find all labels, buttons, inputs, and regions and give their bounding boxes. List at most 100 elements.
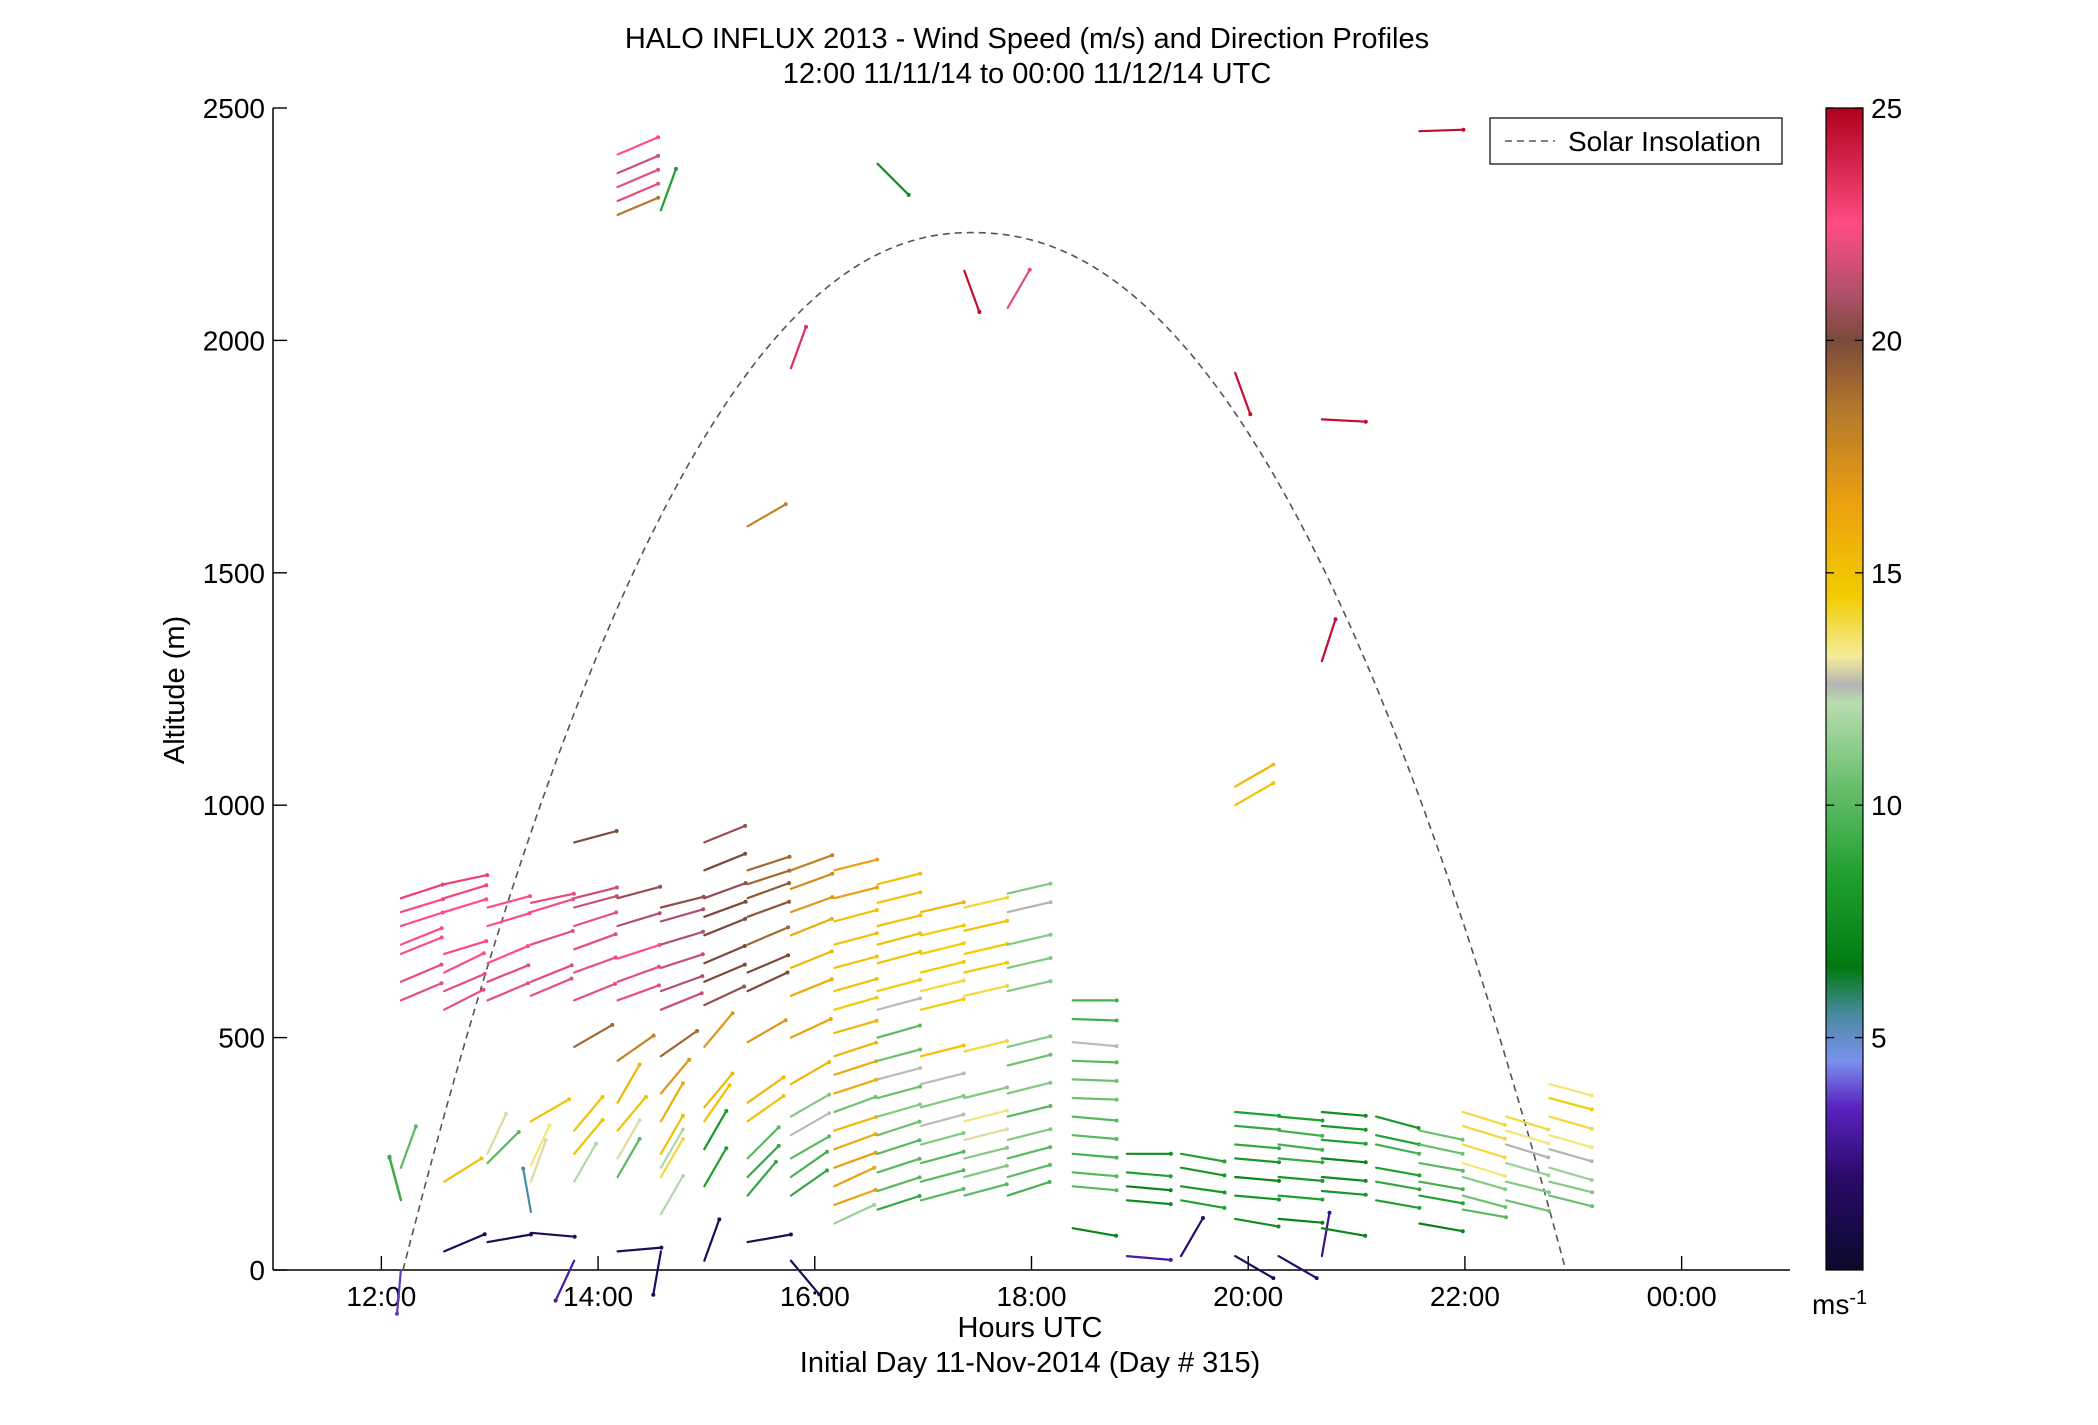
wind-barb <box>1277 1194 1324 1201</box>
wind-barb-tip <box>1222 1190 1227 1195</box>
wind-barb-tip <box>1048 1104 1053 1108</box>
wind-barb <box>573 894 618 909</box>
wind-barb-tip <box>875 885 879 890</box>
wind-barb <box>746 503 787 528</box>
wind-barb-tip <box>1320 1118 1325 1123</box>
colorbar-ticks: 5 10 15 20 25 <box>1826 93 1902 1054</box>
wind-barb-tip <box>656 167 661 172</box>
wind-barb-tip <box>485 873 490 878</box>
wind-barb-tip <box>961 1149 966 1154</box>
wind-barb-tip <box>1048 1145 1053 1150</box>
wind-barb-tip <box>1363 1160 1368 1165</box>
wind-barb <box>833 886 879 900</box>
wind-barb <box>876 978 922 993</box>
wind-barb <box>573 829 618 844</box>
wind-barb-tip <box>543 1138 548 1143</box>
wind-barb <box>1071 1041 1118 1048</box>
x-tick-label: 18:00 <box>996 1281 1066 1312</box>
wind-barb <box>1548 1194 1594 1208</box>
wind-barb <box>1071 1078 1118 1083</box>
wind-barb <box>1234 763 1275 788</box>
wind-barb-tip <box>484 897 489 902</box>
wind-barb <box>1006 1035 1052 1049</box>
wind-barb-tip <box>1589 1145 1594 1150</box>
wind-barb <box>876 932 922 946</box>
wind-barb-tip <box>1589 1107 1594 1112</box>
wind-barb <box>703 1147 728 1188</box>
wind-barb-tip <box>786 953 791 958</box>
wind-barb-tip <box>614 829 619 833</box>
x-axis-sublabel: Initial Day 11-Nov-2014 (Day # 315) <box>800 1347 1260 1379</box>
wind-barb-tip <box>1048 1080 1053 1085</box>
wind-barb-tip <box>1114 1118 1119 1123</box>
wind-barb <box>1006 933 1052 946</box>
wind-barb <box>616 965 661 983</box>
wind-barb <box>616 1095 648 1132</box>
wind-barb-tip <box>637 1118 642 1123</box>
wind-barb-tip <box>1005 960 1010 965</box>
wind-barb-tip <box>917 1119 922 1124</box>
wind-barb-tip <box>1004 1182 1009 1187</box>
wind-barb-tip <box>1589 1126 1594 1131</box>
wind-barbs <box>387 127 1595 1316</box>
wind-barb <box>659 1029 699 1058</box>
wind-barb <box>876 1024 922 1039</box>
wind-barb-tip <box>521 1166 526 1171</box>
wind-barb <box>1277 1143 1324 1152</box>
wind-barb-tip <box>1048 956 1053 960</box>
wind-barb <box>1179 1199 1226 1210</box>
y-tick-label: 1000 <box>203 790 265 821</box>
wind-barb-tip <box>918 977 923 982</box>
wind-barb <box>1548 1082 1594 1097</box>
wind-barb-tip <box>570 929 575 933</box>
wind-barb <box>1179 1185 1226 1194</box>
wind-barb <box>399 982 443 1002</box>
wind-barb-tip <box>874 908 879 912</box>
wind-barb <box>659 1128 685 1169</box>
x-tick-label: 00:00 <box>1647 1281 1717 1312</box>
wind-barb-tip <box>918 1084 923 1089</box>
plot-area: 0 500 1000 1500 2000 2500 12:00 14:00 16:00 18:0… <box>203 93 1790 1316</box>
wind-barb-tip <box>788 1232 793 1237</box>
wind-barb-tip <box>773 1159 778 1164</box>
y-tick-label: 0 <box>249 1255 265 1286</box>
wind-barb <box>876 1176 921 1193</box>
wind-barb <box>573 933 617 951</box>
wind-barb-tip <box>1114 1188 1119 1193</box>
wind-barb-tip <box>828 1017 833 1021</box>
wind-barb <box>703 852 747 872</box>
wind-barb <box>919 901 965 914</box>
wind-barb-tip <box>484 883 489 888</box>
wind-barb <box>703 1109 728 1151</box>
wind-barb-tip <box>1048 932 1053 937</box>
wind-barb-tip <box>742 944 747 948</box>
wind-barb <box>1418 1180 1464 1191</box>
wind-barb-tip <box>1048 1162 1052 1167</box>
wind-barb <box>919 997 965 1011</box>
wind-barb-tip <box>1277 1197 1281 1202</box>
wind-barb <box>1320 1211 1331 1258</box>
wind-barb-tip <box>1114 1079 1119 1083</box>
wind-barb <box>616 912 661 928</box>
wind-barb-tip <box>526 981 530 986</box>
wind-barb <box>876 1048 922 1062</box>
wind-barb-tip <box>874 995 879 1000</box>
wind-barb <box>1277 1217 1324 1224</box>
wind-barb-tip <box>1417 1151 1422 1156</box>
wind-barb-tip <box>1222 1205 1227 1210</box>
wind-barb-tip <box>786 925 791 930</box>
wind-barb-tip <box>743 851 748 856</box>
wind-barb <box>1461 1175 1507 1191</box>
wind-barb <box>1006 1104 1052 1118</box>
wind-barb-tip <box>479 1156 484 1161</box>
wind-barb-tip <box>742 962 747 967</box>
wind-barb <box>1006 956 1052 970</box>
wind-barb-tip <box>830 853 835 858</box>
wind-barb-tip <box>1168 1174 1173 1179</box>
wind-barb-tip <box>439 926 444 931</box>
wind-barb <box>1006 901 1052 914</box>
wind-barb-tip <box>656 153 661 158</box>
wind-barb-tip <box>874 954 879 959</box>
wind-barb-tip <box>1416 1126 1421 1130</box>
wind-barb <box>573 1118 604 1155</box>
